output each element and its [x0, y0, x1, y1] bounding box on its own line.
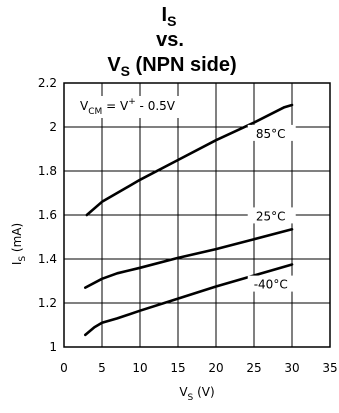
- y-tick-label: 1.4: [38, 252, 57, 266]
- x-axis-label: VS (V): [179, 385, 214, 403]
- series-lines: [84, 103, 294, 337]
- vcm-annotation: VCM = V+ - 0.5V: [76, 96, 196, 118]
- y-axis-label: IS (mA): [10, 223, 28, 265]
- x-tick-label: 30: [284, 361, 299, 375]
- y-tick-label: 1.8: [38, 164, 57, 178]
- y-tick-label: 2.2: [38, 76, 57, 90]
- y-tick-label: 1: [49, 340, 57, 354]
- vcm-annotation-text: VCM = V+ - 0.5V: [80, 97, 176, 117]
- x-tick-label: 15: [170, 361, 185, 375]
- series-labels: 85°C 25°C -40°C: [247, 124, 296, 292]
- x-tick-label: 35: [322, 361, 337, 375]
- plot-frame: [63, 82, 331, 348]
- series-label-bg: [247, 207, 296, 224]
- series-line-85c: [85, 103, 294, 217]
- series-label-bg: [247, 124, 296, 141]
- series-label: 25°C: [256, 209, 286, 223]
- x-tick-label: 0: [60, 361, 68, 375]
- x-tick-label: 25: [246, 361, 261, 375]
- y-tick-label: 1.6: [38, 208, 57, 222]
- y-tick-label: 2: [49, 120, 57, 134]
- chart-title-line-2: vs.: [156, 29, 184, 51]
- series-line-25c: [84, 228, 294, 289]
- chart-title-line-1: IS: [162, 4, 177, 29]
- series-label: 85°C: [256, 127, 286, 141]
- x-tick-labels: 0 5 10 15 20 25 30 35: [60, 361, 337, 375]
- chart-title-line-3: VS (NPN side): [107, 54, 236, 79]
- x-tick-label: 20: [208, 361, 223, 375]
- x-tick-label: 5: [98, 361, 106, 375]
- series-line-minus40c: [84, 263, 294, 337]
- x-tick-label: 10: [132, 361, 147, 375]
- series-label: -40°C: [254, 278, 288, 292]
- y-tick-labels: 1 1.2 1.4 1.6 1.8 2 2.2: [38, 76, 57, 354]
- series-label-bg: [247, 275, 296, 292]
- y-tick-label: 1.2: [38, 296, 57, 310]
